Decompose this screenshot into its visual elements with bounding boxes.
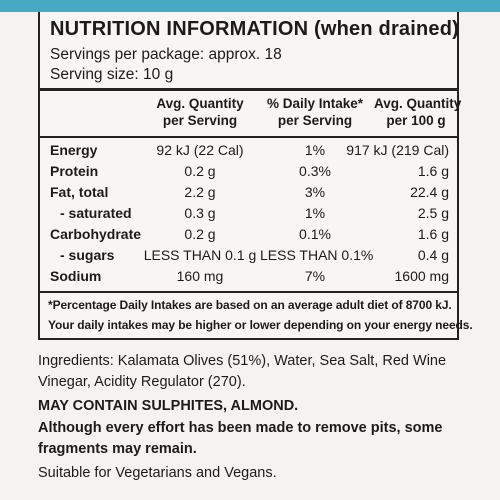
per-100g-value: 1.6 g [417,226,449,242]
divider-thick [40,88,457,91]
per-100g-value: 1.6 g [417,163,449,179]
row-label: Carbohydrate [50,226,142,242]
header-daily-intake: % Daily Intake* per Serving [266,96,364,128]
per-serving-value: 0.3 g [184,205,216,221]
suitability-statement: Suitable for Vegetarians and Vegans. [38,465,277,481]
per-100g-value: 0.4 g [417,247,449,263]
pits-warning: Although every effort has been made to r… [38,420,443,436]
daily-intake-value: 0.3% [299,163,331,179]
per-serving-value: 0.2 g [184,163,216,179]
divider-thin [40,291,457,293]
daily-intake-value: 7% [304,268,326,284]
per-serving-value: 92 kJ (22 Cal) [156,142,244,158]
table-row: - saturated 0.3 g 1% 2.5 g [40,205,457,225]
serving-size: Serving size: 10 g [50,66,174,83]
row-label: Fat, total [50,184,109,200]
servings-per-package: Servings per package: approx. 18 [50,46,282,63]
table-row: Protein 0.2 g 0.3% 1.6 g [40,163,457,183]
header-per-100g: Avg. Quantity per 100 g [374,96,462,128]
daily-intake-value: 1% [304,205,326,221]
per-serving-value: 160 mg [176,268,224,284]
nutrition-panel: NUTRITION INFORMATION (when drained) Ser… [38,12,473,340]
packaging-color-strip [0,0,500,12]
daily-intake-value: LESS THAN 0.1% [260,247,374,263]
per-100g-value: 22.4 g [410,184,449,200]
row-label: - saturated [60,205,132,221]
per-serving-value: LESS THAN 0.1 g [143,247,257,263]
table-row: Sodium 160 mg 7% 1600 mg [40,268,457,288]
footnote-line: Your daily intakes may be higher or lowe… [48,318,473,332]
footnote-line: *Percentage Daily Intakes are based on a… [48,298,452,312]
per-serving-value: 2.2 g [184,184,216,200]
table-row: - sugars LESS THAN 0.1 g LESS THAN 0.1% … [40,247,457,267]
table-row: Fat, total 2.2 g 3% 22.4 g [40,184,457,204]
row-label: - sugars [60,247,115,263]
table-row: Carbohydrate 0.2 g 0.1% 1.6 g [40,226,457,246]
per-serving-value: 0.2 g [184,226,216,242]
pits-warning: fragments may remain. [38,441,197,457]
nutrition-title: NUTRITION INFORMATION (when drained) [50,18,460,40]
ingredients-text: Vinegar, Acidity Regulator (270). [38,374,246,390]
table-row: Energy 92 kJ (22 Cal) 1% 917 kJ (219 Cal… [40,142,457,162]
per-100g-value: 2.5 g [417,205,449,221]
row-label: Protein [50,163,99,179]
per-100g-value: 1600 mg [394,268,449,284]
divider-thin [40,136,457,138]
daily-intake-value: 0.1% [299,226,331,242]
daily-intake-value: 3% [304,184,326,200]
per-100g-value: 917 kJ (219 Cal) [346,142,449,158]
ingredients-text: Ingredients: Kalamata Olives (51%), Wate… [38,353,447,369]
daily-intake-value: 1% [304,142,326,158]
allergen-statement: MAY CONTAIN SULPHITES, ALMOND. [38,398,299,414]
row-label: Energy [50,142,98,158]
row-label: Sodium [50,268,102,284]
header-avg-per-serving: Avg. Quantity per Serving [156,96,244,128]
